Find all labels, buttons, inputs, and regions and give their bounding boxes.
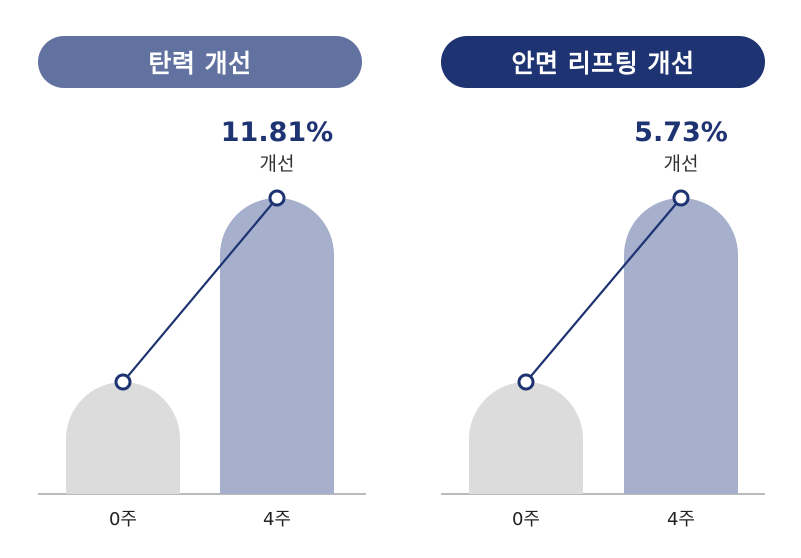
improvement-text: 개선	[260, 153, 295, 175]
bar-4-week	[624, 198, 738, 494]
improvement-value: 5.73%	[634, 117, 728, 148]
trend-line	[122, 197, 278, 383]
improvement-text: 개선	[664, 153, 699, 175]
point-4-week	[268, 189, 286, 207]
lifting-panel: 안면 리프팅 개선 5.73% 개선 0주 4주	[401, 0, 801, 558]
bar-0-week	[66, 382, 180, 494]
lifting-chart: 5.73% 개선 0주 4주	[441, 117, 765, 530]
tick-label-1: 4주	[263, 509, 291, 530]
point-4-week	[672, 189, 690, 207]
bar-4-week	[220, 198, 334, 494]
lifting-title-pill: 안면 리프팅 개선	[441, 36, 765, 88]
elasticity-chart: 11.81% 개선 0주 4주	[38, 117, 366, 530]
point-0-week	[517, 373, 535, 391]
trend-line	[525, 197, 682, 383]
bar-0-week	[469, 382, 583, 494]
tick-label-0: 0주	[109, 509, 137, 530]
point-0-week	[114, 373, 132, 391]
elasticity-panel: 탄력 개선 11.81% 개선 0주 4주	[0, 0, 400, 558]
elasticity-title-pill: 탄력 개선	[38, 36, 362, 88]
tick-label-0: 0주	[512, 509, 540, 530]
tick-label-1: 4주	[667, 509, 695, 530]
improvement-value: 11.81%	[221, 117, 333, 148]
